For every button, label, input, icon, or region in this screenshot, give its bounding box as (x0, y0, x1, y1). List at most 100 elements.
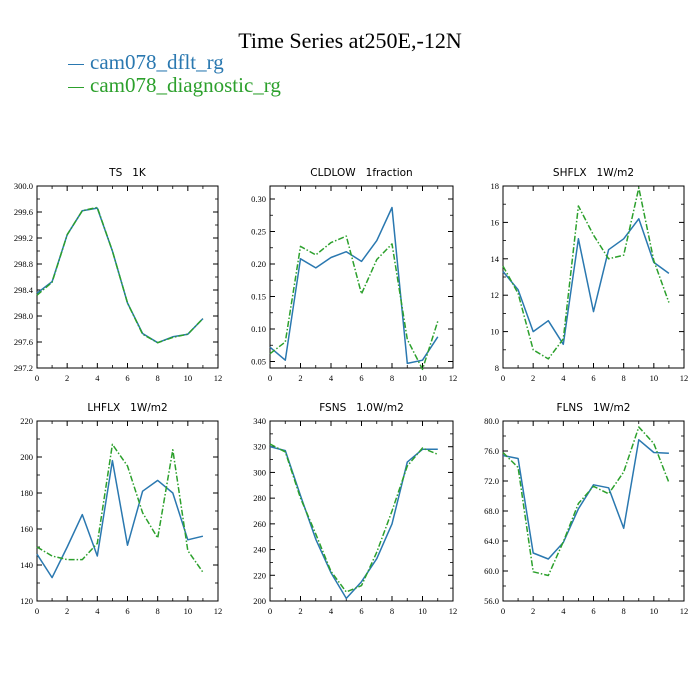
panel-2: SHFLX 1W/m2 0 2 4 6 8 10 12 8 10 12 14 16 18 (491, 167, 689, 383)
series-line-dflt (269, 445, 438, 600)
x-tick-label: 4 (329, 606, 334, 616)
x-tick-label: 6 (359, 373, 363, 383)
y-tick-label: 56.0 (484, 596, 499, 606)
y-tick-label: 180 (20, 488, 33, 498)
series-line-dflt (36, 459, 204, 579)
series-line-diagnostic (269, 235, 439, 371)
x-tick-label: 8 (390, 373, 394, 383)
panel-frame (36, 420, 219, 602)
series-line-diagnostic (36, 206, 204, 344)
x-tick-label: 12 (214, 373, 223, 383)
x-tick-label: 8 (622, 373, 626, 383)
x-tick-label: 0 (35, 373, 39, 383)
x-tick-label: 0 (501, 606, 505, 616)
panel-title: TS 1K (108, 167, 147, 179)
x-tick-label: 8 (390, 606, 394, 616)
legend-line-diagnostic (68, 86, 84, 88)
y-tick-label: 300 (253, 467, 266, 477)
y-tick-label: 10 (491, 327, 500, 337)
x-tick-label: 10 (418, 373, 427, 383)
x-tick-label: 0 (268, 606, 272, 616)
y-tick-label: 240 (253, 545, 266, 555)
x-tick-label: 6 (359, 606, 363, 616)
x-tick-label: 0 (35, 606, 39, 616)
y-tick-label: 60.0 (484, 566, 499, 576)
y-tick-label: 298.4 (14, 285, 34, 295)
y-tick-label: 14 (491, 254, 500, 264)
x-tick-label: 12 (214, 606, 223, 616)
panel-title: FSNS 1.0W/m2 (319, 402, 404, 414)
y-tick-label: 297.6 (14, 337, 33, 347)
x-tick-label: 6 (125, 606, 129, 616)
panel-5: FLNS 1W/m2 0 2 4 6 8 10 12 56.0 60.0 64.0 68.0 72.0 7… (484, 402, 688, 616)
x-tick-label: 6 (591, 606, 595, 616)
panel-frame (502, 420, 685, 602)
y-tick-label: 298.0 (14, 311, 33, 321)
y-tick-label: 298.8 (14, 259, 33, 269)
panel-frame (502, 185, 685, 369)
legend-label-diagnostic: cam078_diagnostic_rg (90, 73, 281, 97)
y-tick-label: 280 (253, 493, 266, 503)
panel-1: CLDLOW 1fraction 0 2 4 6 8 10 12 0.05 0.10 0.15 0.2… (251, 167, 457, 383)
x-tick-label: 8 (622, 606, 626, 616)
x-tick-label: 2 (298, 606, 302, 616)
panel-frame (269, 420, 454, 602)
y-tick-label: 120 (20, 596, 33, 606)
x-tick-label: 6 (125, 373, 129, 383)
panel-title: SHFLX 1W/m2 (553, 167, 634, 179)
legend-label-dflt: cam078_dflt_rg (90, 50, 224, 74)
x-tick-label: 4 (561, 606, 566, 616)
legend-line-dflt (68, 63, 84, 65)
series-line-diagnostic (36, 443, 204, 573)
y-tick-label: 0.10 (251, 324, 266, 334)
page-title: Time Series at250E,-12N (238, 28, 462, 53)
x-tick-label: 10 (184, 373, 193, 383)
y-tick-label: 80.0 (484, 416, 499, 426)
panel-0: TS 1K 0 2 4 6 8 10 12 297.2 297.6 298.0 298.4 298.8 2… (14, 167, 222, 383)
y-tick-label: 299.2 (14, 233, 33, 243)
x-tick-label: 12 (680, 373, 689, 383)
legend-item-diagnostic: cam078_diagnostic_rg (68, 73, 281, 98)
y-tick-label: 200 (253, 596, 266, 606)
x-tick-label: 0 (501, 373, 505, 383)
x-tick-label: 2 (65, 373, 69, 383)
x-tick-label: 12 (680, 606, 689, 616)
x-tick-label: 2 (65, 606, 69, 616)
y-tick-label: 340 (253, 416, 266, 426)
x-tick-label: 10 (650, 606, 659, 616)
x-tick-label: 10 (650, 373, 659, 383)
series-line-diagnostic (269, 443, 439, 593)
y-tick-label: 0.05 (251, 357, 266, 367)
legend-item-dflt: cam078_dflt_rg (68, 50, 224, 75)
x-tick-label: 6 (591, 373, 595, 383)
series-line-dflt (502, 439, 669, 560)
x-tick-label: 10 (418, 606, 427, 616)
x-tick-label: 4 (95, 373, 100, 383)
y-tick-label: 0.30 (251, 194, 266, 204)
x-tick-label: 2 (298, 373, 302, 383)
y-tick-label: 299.6 (14, 207, 33, 217)
series-line-diagnostic (502, 426, 670, 577)
panel-title: FLNS 1W/m2 (557, 402, 631, 414)
y-tick-label: 0.20 (251, 259, 266, 269)
x-tick-label: 8 (156, 373, 160, 383)
y-tick-label: 140 (20, 560, 33, 570)
y-tick-label: 64.0 (484, 536, 499, 546)
y-tick-label: 320 (253, 442, 266, 452)
x-tick-label: 12 (449, 373, 458, 383)
y-tick-label: 18 (491, 181, 500, 191)
x-tick-label: 10 (184, 606, 193, 616)
panel-frame (36, 185, 219, 369)
y-tick-label: 12 (491, 290, 500, 300)
y-tick-label: 68.0 (484, 506, 499, 516)
y-tick-label: 0.15 (251, 292, 266, 302)
y-tick-label: 300.0 (14, 181, 33, 191)
x-tick-label: 4 (329, 373, 334, 383)
y-tick-label: 16 (491, 217, 500, 227)
panel-title: LHFLX 1W/m2 (87, 402, 167, 414)
panel-title: CLDLOW 1fraction (310, 167, 412, 179)
y-tick-label: 76.0 (484, 446, 499, 456)
x-tick-label: 4 (561, 373, 566, 383)
y-tick-label: 297.2 (14, 363, 33, 373)
